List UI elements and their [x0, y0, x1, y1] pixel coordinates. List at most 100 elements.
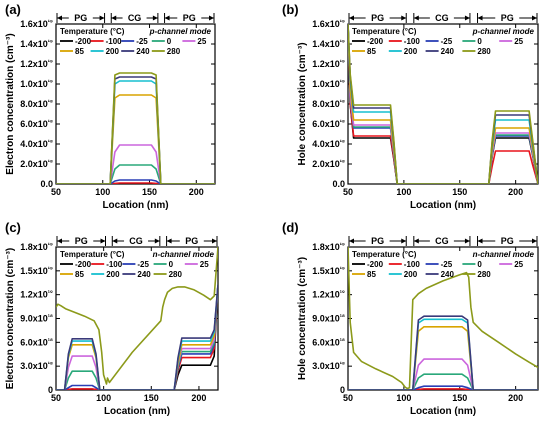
legend-label: -200: [75, 37, 92, 46]
series-line: [56, 284, 218, 390]
region-arrowhead: [112, 238, 118, 244]
legend-item: -200: [352, 260, 384, 269]
y-tick-label: 3.0x10¹⁸: [20, 361, 53, 371]
y-axis-label: Hole concentration (cm⁻³): [297, 257, 308, 380]
legend: Temperature (°C) p-channel mode -200 -100 -2…: [352, 27, 535, 56]
x-tick-label: 150: [142, 187, 157, 197]
y-tick-label: 2.0x10¹⁸: [20, 159, 53, 169]
curves: [56, 247, 218, 390]
region-label: PG: [371, 13, 384, 23]
panel-b: (b) 50 100 150 200 0.0 2.0x10¹⁸ 4.0x10¹⁸ 6.0x10¹…: [282, 2, 539, 211]
legend-label: 280: [477, 270, 491, 279]
y-tick-label: 1.4x10¹⁹: [20, 39, 53, 49]
y-tick-label: 6.0x10¹⁸: [20, 119, 53, 129]
legend-label: 0: [477, 37, 482, 46]
x-tick-label: 150: [452, 393, 467, 403]
legend-item: 280: [151, 47, 181, 56]
legend-label: -200: [367, 37, 384, 46]
legend-item: 0: [153, 260, 174, 269]
x-tick-label: 100: [95, 187, 110, 197]
legend-label: 240: [137, 270, 151, 279]
x-axis-label: Location (nm): [102, 200, 168, 211]
legend-label: -200: [367, 260, 384, 269]
region-label: PG: [75, 236, 88, 246]
series-line: [56, 284, 218, 390]
legend-label: 200: [106, 47, 120, 56]
legend-item: 25: [184, 260, 209, 269]
legend-title: Temperature (°C): [60, 27, 125, 36]
legend-label: 85: [75, 47, 84, 56]
series-line: [348, 24, 538, 184]
x-tick-label: 200: [508, 187, 523, 197]
legend-label: -25: [441, 260, 453, 269]
series-line: [56, 94, 215, 184]
series-line: [348, 24, 538, 184]
legend-label: 240: [441, 270, 455, 279]
series-line: [348, 315, 538, 390]
region-arrowhead: [99, 15, 105, 21]
legend-item: 0: [462, 37, 482, 46]
region-bracket: PG: [477, 13, 538, 23]
legend-item: -100: [90, 37, 122, 46]
y-tick-label: 1.0x10¹⁹: [312, 79, 345, 89]
legend-title: Temperature (°C): [60, 250, 125, 259]
y-tick-label: 0.0: [40, 179, 53, 189]
legend-item: 280: [462, 47, 491, 56]
legend-item: 280: [462, 270, 491, 279]
y-tick-label: 1.6x10¹⁹: [312, 19, 345, 29]
y-tick-label: 1.6x10¹⁹: [20, 19, 53, 29]
legend-item: 200: [90, 47, 120, 56]
legend-label: 0: [477, 260, 482, 269]
mode-label: n-channel mode: [153, 250, 215, 259]
region-bracket: PG: [166, 236, 218, 246]
legend-item: 240: [121, 47, 150, 56]
region-bracket: PG: [56, 13, 106, 23]
y-tick-label: 8.0x10¹⁸: [20, 99, 53, 109]
region-label: PG: [371, 236, 384, 246]
legend-label: -100: [404, 37, 421, 46]
region-label: PG: [501, 236, 514, 246]
y-tick-label: 0: [340, 385, 345, 395]
region-arrowhead: [152, 15, 158, 21]
region-arrowhead: [477, 238, 483, 244]
region-arrowhead: [57, 15, 62, 21]
series-line: [348, 373, 538, 390]
legend-item: 25: [499, 37, 524, 46]
region-bracket: PG: [477, 236, 538, 246]
y-axis-label: Electron concentration (cm⁻³): [5, 248, 16, 389]
x-tick-label: 100: [396, 187, 411, 197]
legend-item: 240: [122, 270, 151, 279]
y-tick-label: 1.2x10¹⁹: [312, 290, 345, 300]
legend-item: 200: [388, 47, 418, 56]
series-line: [348, 247, 538, 390]
legend-label: 25: [200, 260, 209, 269]
panel-a: (a) 50 100 150 200 0.0 2.0x10¹⁸ 4.0x10¹⁸ 6.0x10¹…: [5, 2, 216, 211]
y-tick-label: 1.5x10¹⁹: [20, 266, 53, 276]
y-axis-label: Electron concentration (cm⁻³): [5, 33, 16, 174]
y-tick-label: 2.0x10¹⁸: [312, 159, 345, 169]
legend-item: 85: [60, 47, 84, 56]
legend-item: 200: [388, 270, 418, 279]
legend: Temperature (°C) n-channel mode -200 -100 -2…: [352, 250, 535, 279]
series-line: [56, 284, 218, 390]
region-arrowhead: [532, 15, 537, 21]
panel-label: (a): [5, 2, 21, 17]
legend-label: 85: [75, 270, 84, 279]
region-arrowhead: [349, 15, 354, 21]
y-tick-label: 4.0x10¹⁸: [312, 139, 345, 149]
legend-label: 200: [106, 270, 120, 279]
mode-label: p-channel mode: [472, 27, 535, 36]
region-arrowhead: [100, 238, 106, 244]
panel-label: (c): [5, 220, 21, 235]
series-line: [56, 284, 218, 390]
y-tick-label: 1.8x10¹⁹: [312, 242, 345, 252]
y-tick-label: 6.0x10¹⁸: [312, 119, 345, 129]
legend-item: 85: [60, 270, 84, 279]
legend-item: -25: [122, 260, 150, 269]
x-tick-label: 50: [51, 393, 61, 403]
region-arrowhead: [464, 238, 470, 244]
region-arrowhead: [212, 238, 217, 244]
x-tick-label: 200: [191, 393, 206, 403]
y-tick-label: 1.2x10¹⁹: [20, 290, 53, 300]
